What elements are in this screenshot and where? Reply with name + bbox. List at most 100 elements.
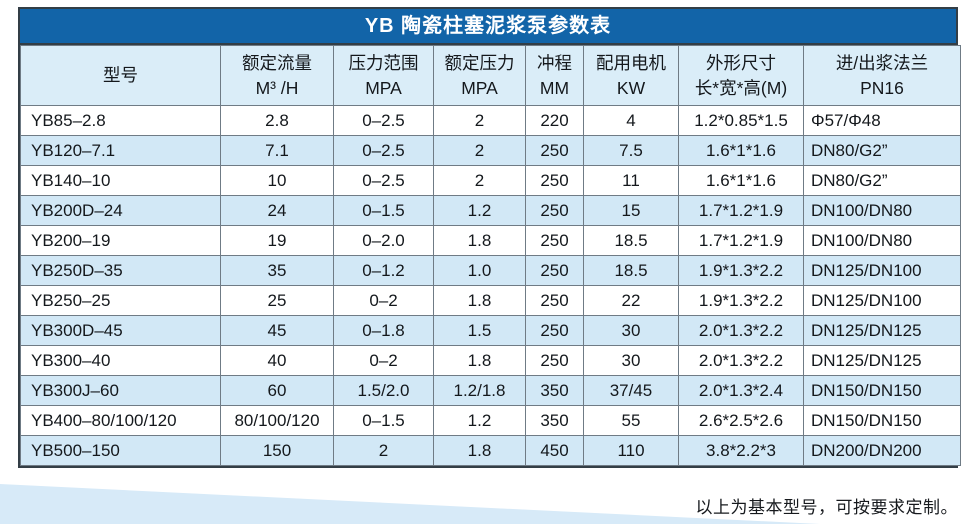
column-header: 压力范围 MPA [333,45,434,106]
column-header-line2: MPA [365,77,402,98]
table-cell: 250 [525,165,584,196]
spec-table: 型号 额定流量 M³ /H 压力范围 MPA 额定压力 MPA 冲程 MM 配用电机 KW 外形尺寸长… [20,45,961,466]
table-cell: 2 [433,135,526,166]
table-cell: 250 [525,225,584,256]
table-cell: 110 [583,435,679,466]
column-header-line1: 额定流量 [242,53,312,73]
table-cell: Φ57/Φ48 [803,105,961,136]
column-header: 配用电机 KW [583,45,679,106]
column-header: 额定压力 MPA [433,45,526,106]
column-header-line1: 额定压力 [444,53,515,73]
column-header-line2: MM [539,77,570,98]
table-cell: 250 [525,135,584,166]
table-row: YB300–40 40 0–2 1.8 250 30 2.0*1.3*2.2 DN125/DN… [20,345,961,376]
table-cell: 350 [525,405,584,436]
model-cell: YB200D–24 [20,195,221,226]
column-header-line2: PN16 [860,77,904,98]
table-cell: DN125/DN125 [803,315,961,346]
column-header: 冲程 MM [525,45,584,106]
table-cell: 1.8 [433,435,526,466]
table-cell: 220 [525,105,584,136]
table-cell: 1.6*1*1.6 [678,165,804,196]
table-cell: 250 [525,285,584,316]
column-header-line1: 压力范围 [348,53,419,73]
column-header-line1: 型号 [103,65,138,86]
table-cell: 2.0*1.3*2.4 [678,375,804,406]
table-cell: 1.5/2.0 [333,375,434,406]
table-cell: DN125/DN100 [803,255,961,286]
table-cell: 1.8 [433,225,526,256]
model-cell: YB250D–35 [20,255,221,286]
table-cell: 0–2.0 [333,225,434,256]
table-cell: 3.8*2.2*3 [678,435,804,466]
table-cell: 1.2 [433,195,526,226]
spec-table-container: YB 陶瓷柱塞泥浆泵参数表 型号 额定流量 M³ /H 压力范围 MPA 额定压力 MPA 冲… [18,7,961,468]
table-cell: 250 [525,255,584,286]
table-cell: 25 [220,285,334,316]
table-body: YB85–2.8 2.8 0–2.5 2 220 4 1.2*0.85*1.5 Φ57/Φ48… [20,105,961,466]
table-cell: 30 [583,345,679,376]
table-cell: 1.6*1*1.6 [678,135,804,166]
table-cell: 1.5 [433,315,526,346]
table-cell: 4 [583,105,679,136]
table-cell: 0–2.5 [333,105,434,136]
table-row: YB300J–60 60 1.5/2.0 1.2/1.8 350 37/45 2.0*1.3… [20,375,961,406]
column-header-line1: 外形尺寸 [706,53,776,73]
table-cell: 1.9*1.3*2.2 [678,285,804,316]
column-header: 型号 [20,45,221,106]
table-cell: 1.9*1.3*2.2 [678,255,804,286]
table-cell: DN125/DN125 [803,345,961,376]
table-cell: 37/45 [583,375,679,406]
table-cell: 45 [220,315,334,346]
table-cell: 80/100/120 [220,405,334,436]
model-cell: YB200–19 [20,225,221,256]
table-cell: 2.8 [220,105,334,136]
table-cell: 1.2/1.8 [433,375,526,406]
table-cell: 24 [220,195,334,226]
column-header: 外形尺寸 长*宽*高(M) [678,45,804,106]
table-cell: 0–2 [333,345,434,376]
model-cell: YB300J–60 [20,375,221,406]
table-cell: 0–2.5 [333,165,434,196]
table-cell: 0–1.5 [333,405,434,436]
table-row: YB250D–35 35 0–1.2 1.0 250 18.5 1.9*1.3*2.2 DN1… [20,255,961,286]
model-cell: YB500–150 [20,435,221,466]
table-cell: DN200/DN200 [803,435,961,466]
footer-note: 以上为基本型号，可按要求定制。 [695,498,958,517]
table-cell: 11 [583,165,679,196]
table-cell: 35 [220,255,334,286]
table-cell: 2.6*2.5*2.6 [678,405,804,436]
table-cell: 10 [220,165,334,196]
column-header-line2: M³ /H [255,77,299,98]
table-cell: 2 [333,435,434,466]
model-cell: YB300–40 [20,345,221,376]
table-cell: 2.0*1.3*2.2 [678,345,804,376]
table-cell: 1.7*1.2*1.9 [678,225,804,256]
model-cell: YB85–2.8 [20,105,221,136]
table-row: YB200D–24 24 0–1.5 1.2 250 15 1.7*1.2*1.9 DN100… [20,195,961,226]
table-cell: 1.0 [433,255,526,286]
table-cell: DN100/DN80 [803,195,961,226]
table-row: YB200–19 19 0–2.0 1.8 250 18.5 1.7*1.2*1.9 DN10… [20,225,961,256]
table-row: YB250–25 25 0–2 1.8 250 22 1.9*1.3*2.2 DN125/DN… [20,285,961,316]
column-header-line1: 冲程 [537,53,572,73]
table-cell: 40 [220,345,334,376]
table-cell: 55 [583,405,679,436]
table-cell: DN80/G2” [803,165,961,196]
table-cell: 250 [525,345,584,376]
table-row: YB400–80/100/120 80/100/120 0–1.5 1.2 350 55 2… [20,405,961,436]
table-cell: DN150/DN150 [803,405,961,436]
table-cell: 450 [525,435,584,466]
column-header-line1: 进/出浆法兰 [835,53,929,73]
column-header-line2: MPA [461,77,498,98]
table-title: YB 陶瓷柱塞泥浆泵参数表 [20,9,956,45]
table-cell: DN125/DN100 [803,285,961,316]
model-cell: YB400–80/100/120 [20,405,221,436]
table-cell: 250 [525,315,584,346]
table-row: YB85–2.8 2.8 0–2.5 2 220 4 1.2*0.85*1.5 Φ57/Φ48 [20,105,961,136]
table-cell: 2 [433,105,526,136]
table-cell: 250 [525,195,584,226]
table-cell: DN150/DN150 [803,375,961,406]
column-header: 额定流量 M³ /H [220,45,334,106]
